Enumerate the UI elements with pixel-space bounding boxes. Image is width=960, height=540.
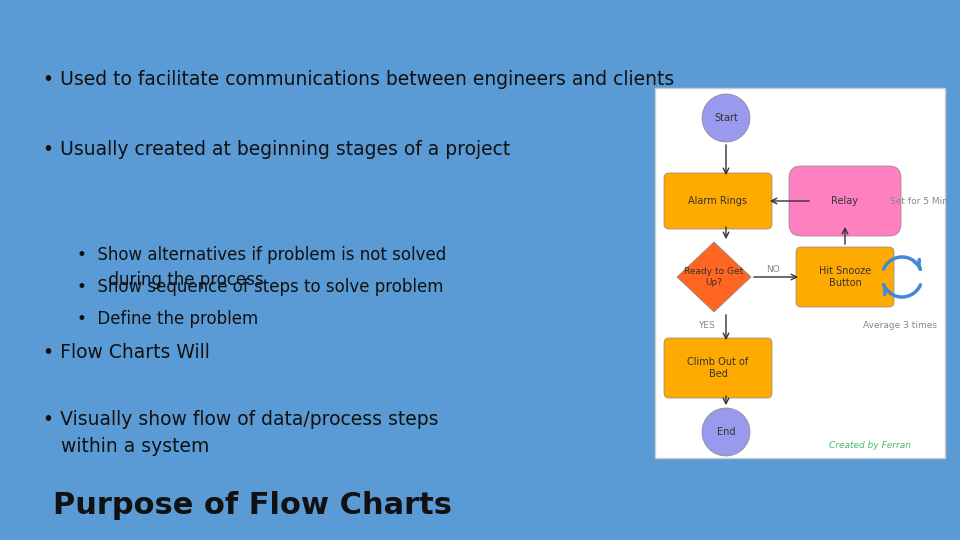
Ellipse shape <box>702 94 750 142</box>
Text: NO: NO <box>766 266 780 274</box>
Text: Created by Ferran: Created by Ferran <box>829 441 911 449</box>
Text: •  Show sequence of steps to solve problem: • Show sequence of steps to solve proble… <box>77 278 444 296</box>
Text: YES: YES <box>698 321 714 329</box>
Text: Hit Snooze
Button: Hit Snooze Button <box>819 266 871 288</box>
FancyBboxPatch shape <box>796 247 894 307</box>
FancyBboxPatch shape <box>664 173 772 229</box>
Text: • Usually created at beginning stages of a project: • Usually created at beginning stages of… <box>43 140 511 159</box>
Text: End: End <box>717 427 735 437</box>
Polygon shape <box>677 242 751 312</box>
Text: Purpose of Flow Charts: Purpose of Flow Charts <box>53 491 452 521</box>
Text: Ready to Get
Up?: Ready to Get Up? <box>684 267 744 287</box>
Text: Set for 5 Min.: Set for 5 Min. <box>890 197 950 206</box>
Text: • Flow Charts Will: • Flow Charts Will <box>43 343 210 362</box>
FancyBboxPatch shape <box>655 88 945 458</box>
FancyBboxPatch shape <box>664 338 772 398</box>
Text: • Visually show flow of data/process steps
   within a system: • Visually show flow of data/process ste… <box>43 410 439 456</box>
Text: •  Define the problem: • Define the problem <box>77 310 258 328</box>
Text: • Used to facilitate communications between engineers and clients: • Used to facilitate communications betw… <box>43 70 675 89</box>
Ellipse shape <box>702 408 750 456</box>
Text: •  Show alternatives if problem is not solved
      during the process: • Show alternatives if problem is not so… <box>77 246 446 289</box>
FancyBboxPatch shape <box>789 166 901 236</box>
Text: Relay: Relay <box>831 196 858 206</box>
Text: Alarm Rings: Alarm Rings <box>688 196 748 206</box>
Text: Start: Start <box>714 113 738 123</box>
Text: Climb Out of
Bed: Climb Out of Bed <box>687 357 749 379</box>
Text: Average 3 times: Average 3 times <box>863 321 937 329</box>
